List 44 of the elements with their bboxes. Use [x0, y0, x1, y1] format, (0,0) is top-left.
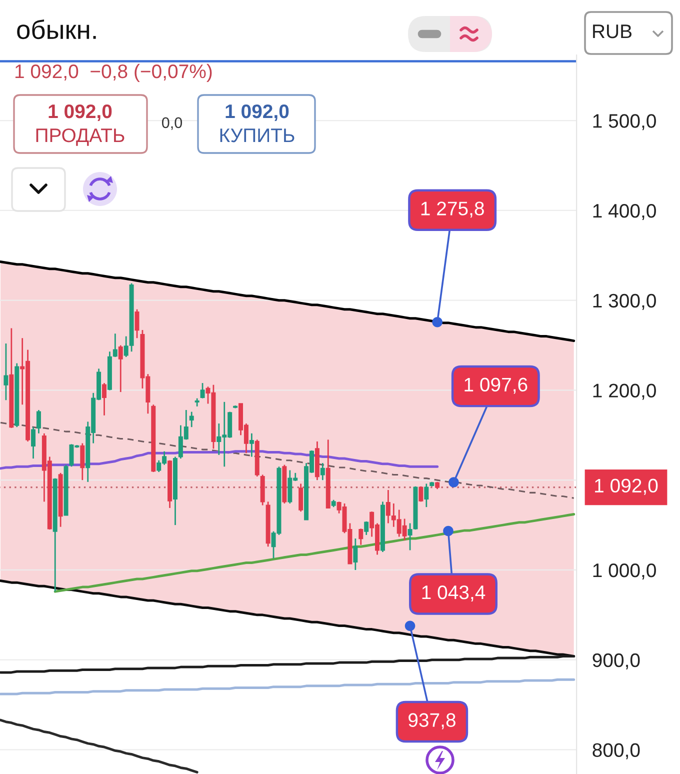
candlestick: [358, 528, 364, 546]
candlestick: [102, 382, 106, 416]
candlestick: [408, 522, 412, 551]
y-tick-label: 1 500,0: [593, 114, 656, 130]
candlestick: [80, 442, 85, 481]
candlestick: [200, 382, 205, 400]
line-series: [0, 718, 198, 774]
candlestick: [424, 483, 429, 508]
annotation: ПРОДАТЬ: [36, 128, 124, 146]
candlestick: [386, 489, 390, 524]
chart-subtitle: 1 092,0 −0,8 (−0,07%): [15, 64, 212, 82]
y-tick-label: 900,0: [592, 653, 640, 670]
candlestick: [298, 483, 304, 512]
annotation: 0,0: [162, 117, 182, 130]
y-tick-label: 1 000,0: [593, 563, 656, 580]
candlestick: [118, 344, 123, 393]
line-series: [0, 655, 576, 674]
data-label: 1 097,6: [464, 378, 528, 394]
line-series: [0, 260, 576, 342]
data-label: 937,8: [408, 713, 456, 730]
candlestick: [189, 411, 194, 428]
data-label: 1 043,4: [422, 585, 486, 602]
annotation: КУПИТЬ: [220, 128, 294, 142]
line-series: [0, 678, 576, 696]
y-tick-label: 1 300,0: [593, 294, 656, 310]
text: RUB: [593, 24, 632, 38]
candlestick: [364, 520, 369, 536]
y-tick-label: 1 200,0: [593, 384, 656, 400]
data-label: 1 275,8: [421, 202, 484, 218]
y-tick-label: 1 400,0: [593, 204, 656, 220]
candlestick: [134, 308, 140, 339]
chart-title: обыкн.: [17, 19, 96, 40]
candlestick: [4, 342, 8, 401]
y-tick-label: 800,0: [592, 743, 640, 760]
candlestick: [249, 432, 254, 458]
ref-line-label: 1 092,0: [595, 478, 658, 495]
candlestick: [320, 462, 325, 481]
annotation: 1 092,0: [48, 104, 112, 122]
annotation: 1 092,0: [226, 104, 289, 122]
candlestick: [353, 538, 358, 571]
candlestick: [36, 409, 41, 434]
candlestick: [112, 332, 118, 358]
candlestick: [31, 426, 36, 460]
line-series: [0, 580, 576, 658]
